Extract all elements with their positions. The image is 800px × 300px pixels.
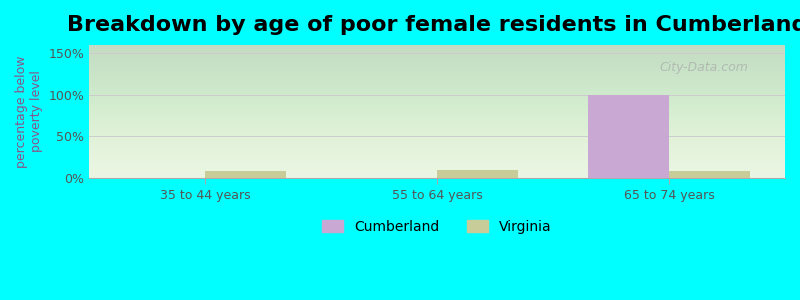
Bar (669, 172, 750, 178)
Title: Breakdown by age of poor female residents in Cumberland: Breakdown by age of poor female resident… (67, 15, 800, 35)
Text: City-Data.com: City-Data.com (660, 61, 749, 74)
Bar (206, 171, 286, 178)
Bar (588, 95, 669, 178)
Bar (437, 170, 518, 178)
Legend: Cumberland, Virginia: Cumberland, Virginia (317, 214, 558, 239)
Y-axis label: percentage below
poverty level: percentage below poverty level (15, 55, 43, 168)
